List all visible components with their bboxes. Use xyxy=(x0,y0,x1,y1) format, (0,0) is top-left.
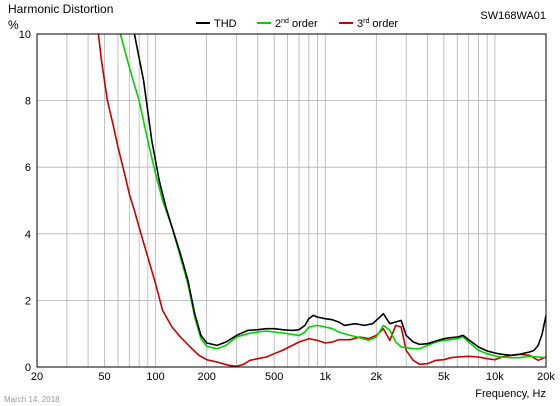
chart-title: Harmonic Distortion xyxy=(8,2,113,16)
model-label: SW168WA01 xyxy=(480,10,546,22)
series-2nd-order-line xyxy=(119,34,546,359)
x-tick-label: 5k xyxy=(438,371,450,383)
x-axis-label: Frequency, Hz xyxy=(475,388,546,400)
legend-label: 2nd order xyxy=(275,18,318,30)
grid xyxy=(37,34,546,367)
x-tick-label: 1k xyxy=(319,371,331,383)
series-thd-line xyxy=(133,34,546,357)
x-tick-label: 500 xyxy=(265,371,283,383)
y-axis-label: % xyxy=(8,18,19,32)
x-tick-label: 100 xyxy=(146,371,164,383)
x-tick-label: 10k xyxy=(486,371,504,383)
x-tick-label: 20k xyxy=(537,371,555,383)
plot-frame xyxy=(36,33,547,368)
x-tick-label: 20 xyxy=(31,371,43,383)
x-tick-label: 50 xyxy=(98,371,110,383)
x-tick-label: 2k xyxy=(371,371,383,383)
legend-label: 3rd order xyxy=(357,18,398,30)
y-tick-label: 10 xyxy=(19,29,31,41)
series-3rd-order-line xyxy=(97,34,546,367)
legend-label: THD xyxy=(214,18,237,30)
y-tick-label: 4 xyxy=(25,229,31,241)
y-tick-label: 2 xyxy=(25,295,31,307)
y-tick-label: 0 xyxy=(25,362,31,374)
tick-labels: 20 50 100 200 500 1k 2k 5k 10k 20k 0 2 4 6 8 10 xyxy=(19,29,556,383)
y-tick-label: 8 xyxy=(25,96,31,108)
chart-date: March 14, 2018 xyxy=(4,395,60,404)
x-tick-label: 200 xyxy=(197,371,215,383)
series-lines xyxy=(97,34,546,367)
legend: THD 2nd order 3rd order xyxy=(196,18,398,30)
y-tick-label: 6 xyxy=(25,162,31,174)
